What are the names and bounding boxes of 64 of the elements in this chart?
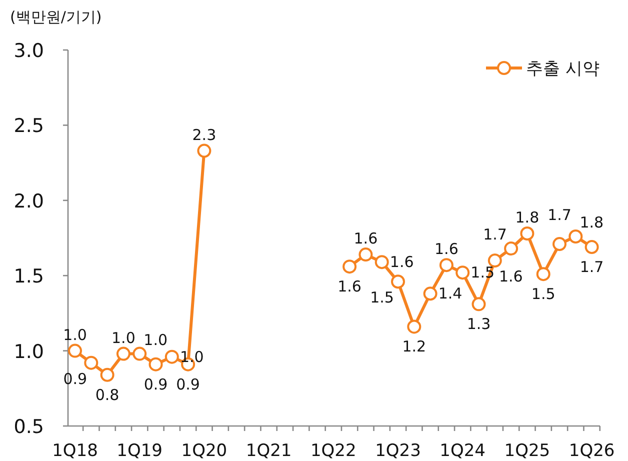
data-label: 1.5: [531, 285, 556, 304]
point: [68, 344, 82, 358]
x-tick-label: 1Q19: [116, 441, 163, 461]
point: [488, 254, 502, 268]
y-tick-label: 2.0: [14, 190, 44, 212]
point: [520, 226, 534, 240]
data-label: 1.5: [370, 288, 394, 307]
data-label: 1.7: [483, 226, 507, 244]
point: [584, 240, 599, 254]
data-label: 1.0: [112, 328, 136, 347]
data-label: 1.6: [354, 230, 378, 248]
x-tick-label: 1Q25: [504, 441, 550, 461]
point: [342, 260, 357, 274]
data-label: 1.2: [402, 338, 426, 356]
point: [358, 248, 373, 262]
data-label: 1.0: [63, 326, 87, 344]
point: [552, 237, 566, 252]
data-label: 0.9: [144, 375, 168, 394]
x-tick-label: 1Q26: [568, 441, 615, 461]
y-axis-title: (백만원/기기): [10, 8, 102, 26]
point: [391, 274, 405, 289]
point: [84, 356, 98, 370]
point: [148, 357, 163, 372]
point: [504, 242, 518, 256]
x-tick-label: 1Q24: [440, 441, 486, 461]
y-tick-label: 3.0: [14, 40, 44, 62]
x-tick-label: 1Q18: [52, 441, 98, 461]
data-label: 1.6: [498, 268, 523, 286]
point: [407, 320, 422, 334]
point: [374, 255, 389, 270]
y-tick-label: 1.5: [14, 266, 44, 288]
point: [439, 258, 454, 272]
point: [132, 346, 147, 361]
data-label: 1.8: [515, 208, 540, 226]
point: [456, 266, 470, 280]
data-label: 1.7: [580, 258, 604, 276]
data-label: 0.9: [176, 375, 200, 394]
point: [100, 368, 114, 382]
x-tick-label: 1Q23: [375, 441, 421, 461]
data-label: 1.6: [434, 240, 458, 258]
legend-label: 추출 시약: [526, 59, 600, 79]
data-label: 1.0: [144, 330, 168, 349]
point: [472, 297, 486, 312]
y-tick-label: 1.0: [14, 340, 44, 363]
text: 0.5: [14, 416, 44, 438]
data-label: 1.7: [548, 206, 572, 224]
x-tick-label: 1Q21: [246, 441, 292, 461]
data-label: 1.6: [390, 253, 414, 272]
data-label: 1.8: [580, 213, 604, 232]
x-tick-label: 1Q20: [181, 441, 228, 461]
data-label: 1.6: [338, 278, 362, 296]
data-label: 1.4: [438, 284, 462, 303]
point: [568, 229, 583, 244]
point: [164, 350, 179, 364]
x-tick-label: 1Q22: [310, 441, 356, 461]
y-tick-label: 2.5: [14, 115, 44, 138]
data-label: 1.3: [466, 315, 491, 334]
point: [536, 267, 550, 282]
data-label: 0.8: [95, 386, 120, 404]
point: [197, 144, 212, 158]
point: [116, 346, 130, 361]
data-label: 0.9: [63, 370, 88, 388]
data-label: 2.3: [192, 126, 216, 144]
point: [423, 286, 438, 301]
